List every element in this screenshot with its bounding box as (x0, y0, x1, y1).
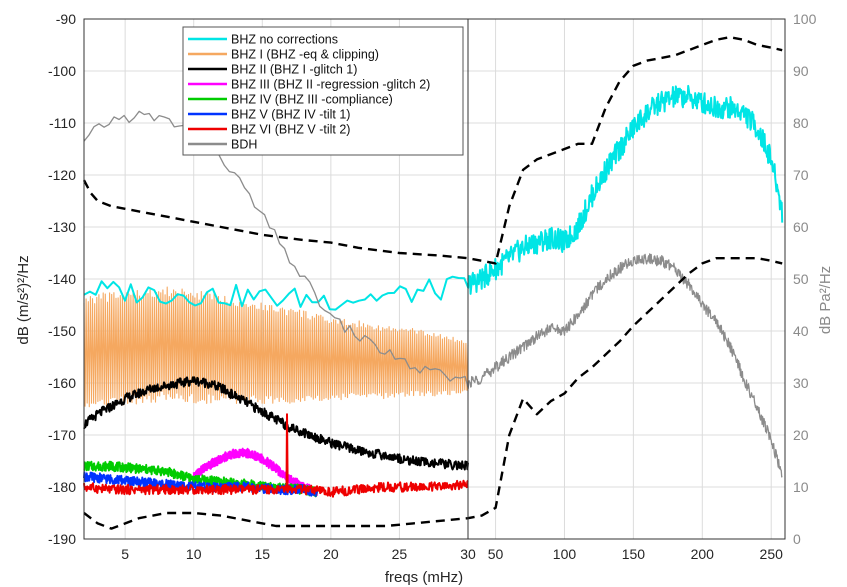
series-line (83, 460, 319, 498)
left-y-tick-label: -170 (48, 427, 76, 443)
left-y-tick-label: -100 (48, 63, 76, 79)
reference-dashed-curve (82, 36, 783, 265)
right-y-tick-label: 10 (793, 479, 809, 495)
x-tick-label: 200 (691, 546, 715, 562)
series-line (83, 286, 469, 408)
axes-frame (83, 18, 786, 540)
right-y-tick-label: 50 (793, 271, 809, 287)
legend-box (182, 26, 464, 156)
legend-entry: BHZ III (BHZ II -regression -glitch 2) (231, 78, 430, 92)
legend-entry: BHZ VI (BHZ V -tilt 2) (231, 123, 350, 137)
series-line (83, 110, 783, 478)
right-y-tick-label: 20 (793, 427, 809, 443)
left-y-tick-label: -90 (56, 11, 76, 27)
left-y-tick-label: -140 (48, 271, 76, 287)
x-tick-label: 10 (186, 546, 202, 562)
series-line (83, 84, 784, 311)
right-y-tick-label: 80 (793, 115, 809, 131)
left-y-tick-label: -130 (48, 219, 76, 235)
reference-dashed-curve (83, 257, 783, 530)
x-tick-label: 250 (760, 546, 784, 562)
plot-area (82, 36, 784, 530)
right-y-axis-label: dB Pa²/Hz (817, 266, 834, 334)
right-y-tick-label: 60 (793, 219, 809, 235)
x-tick-label: 25 (392, 546, 408, 562)
plot-border (83, 18, 786, 540)
x-tick-label: 100 (553, 546, 577, 562)
left-y-tick-label: -160 (48, 375, 76, 391)
series-line (83, 376, 469, 471)
legend-entry: BHZ V (BHZ IV -tilt 1) (231, 108, 350, 122)
legend-entry: BHZ no corrections (231, 33, 338, 47)
x-tick-label: 5 (121, 546, 129, 562)
left-y-tick-label: -120 (48, 167, 76, 183)
x-tick-label: 150 (622, 546, 646, 562)
right-y-tick-label: 30 (793, 375, 809, 391)
left-y-tick-label: -180 (48, 479, 76, 495)
left-y-axis-label: dB (m/s²)²/Hz (15, 255, 32, 344)
right-y-tick-label: 0 (793, 531, 801, 547)
series-line (83, 413, 469, 498)
left-y-tick-label: -150 (48, 323, 76, 339)
right-y-tick-label: 40 (793, 323, 809, 339)
axis-ticks: -90 -100 -110 -120 -130 -140 -150 -160 -170 -180 -… (48, 11, 817, 562)
x-tick-label: 20 (323, 546, 339, 562)
legend-entry: BHZ IV (BHZ III -compliance) (231, 93, 393, 107)
right-y-tick-label: 70 (793, 167, 809, 183)
legend-entry: BDH (231, 138, 257, 152)
legend-entry: BHZ II (BHZ I -glitch 1) (231, 63, 357, 77)
x-axis-label: freqs (mHz) (385, 569, 463, 586)
right-y-tick-label: 100 (793, 11, 817, 27)
x-tick-label: 30 (460, 546, 476, 562)
legend-entry: BHZ I (BHZ -eq & clipping) (231, 48, 379, 62)
x-tick-label: 50 (488, 546, 504, 562)
left-y-tick-label: -110 (49, 115, 76, 131)
left-y-tick-label: -190 (48, 531, 76, 547)
x-tick-label: 15 (254, 546, 270, 562)
right-y-tick-label: 90 (793, 63, 809, 79)
